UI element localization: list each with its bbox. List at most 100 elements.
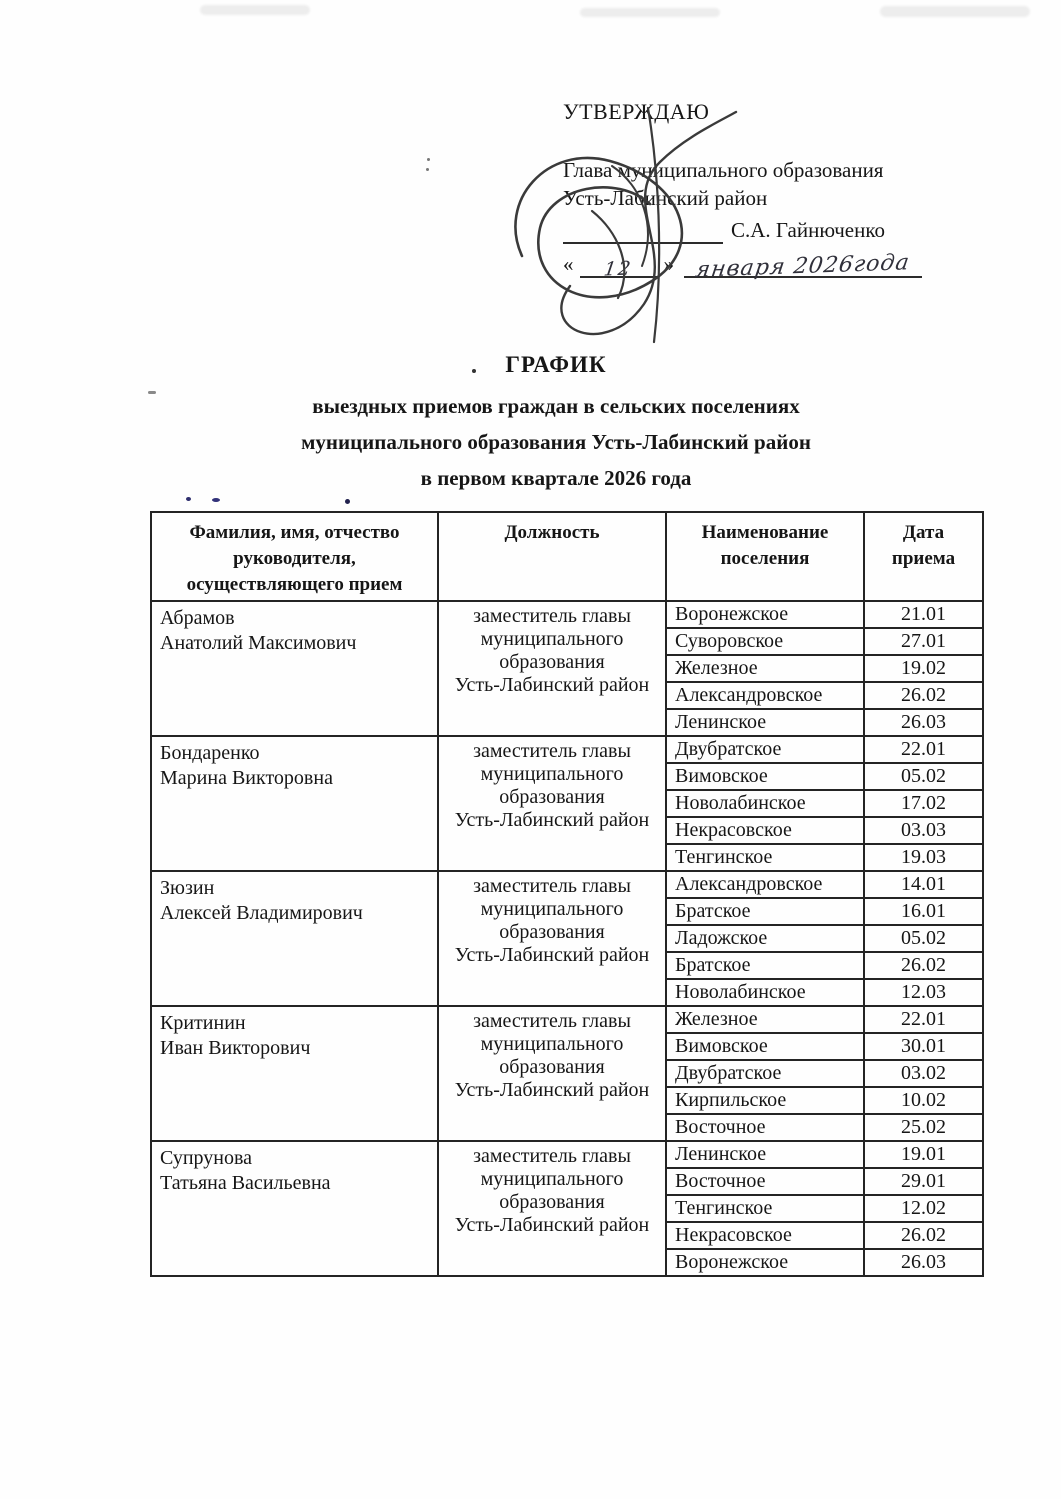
ink-speck [345, 499, 350, 504]
name-line: Анатолий Максимович [160, 632, 357, 654]
name-cell: Критинин Иван Викторович [150, 1005, 439, 1142]
table-row: Ладожское 05.02 [151, 924, 984, 953]
settlement-cell: Ленинское [665, 1140, 865, 1169]
header-position-line: Должность [504, 522, 600, 543]
name-cell: Супрунова Татьяна Васильевна [150, 1140, 439, 1277]
date-cell: 19.01 [863, 1140, 984, 1169]
name-line: Критинин [160, 1012, 246, 1034]
date-cell: 19.02 [863, 654, 984, 683]
scan-smudge [200, 5, 310, 15]
date-cell: 19.03 [863, 843, 984, 872]
date-row: « 12 » января 2026года [563, 250, 963, 283]
settlement-cell: Некрасовское [665, 1221, 865, 1250]
table-row: Супрунова Татьяна Васильевна заместитель… [150, 1140, 984, 1277]
settlement-cell: Кирпильское [665, 1086, 865, 1115]
date-cell: 21.01 [863, 600, 984, 629]
name-line: Татьяна Васильевна [160, 1172, 331, 1194]
table-row: Братское 16.01 [151, 897, 984, 926]
table-row: Александровское 26.02 [151, 681, 984, 710]
table-row: Двубратское 03.02 [151, 1059, 984, 1088]
position-line: заместитель главы [473, 1010, 631, 1032]
quote-close: » [663, 252, 675, 276]
position-cell: заместитель главы муниципального образов… [437, 735, 667, 872]
table-row: Тенгинское 19.03 [151, 843, 984, 872]
name-line: Абрамов [160, 607, 235, 629]
scan-smudge [880, 6, 1030, 17]
table-row: Новолабинское 17.02 [151, 789, 984, 818]
table-row: Восточное 25.02 [151, 1113, 984, 1142]
date-cell: 12.02 [863, 1194, 984, 1223]
table-row: Абрамов Анатолий Максимович заместитель … [150, 600, 984, 737]
handwritten-date: января 2026года [694, 250, 912, 283]
signature-line [563, 220, 723, 244]
settlement-cell: Тенгинское [665, 1194, 865, 1223]
row-group-zyuzin: Зюзин Алексей Владимирович заместитель г… [150, 870, 984, 1007]
header-name-line: Фамилия, имя, отчество [189, 522, 400, 543]
settlement-cell: Ладожское [665, 924, 865, 953]
date-cell: 16.01 [863, 897, 984, 926]
row-group-abramov: Абрамов Анатолий Максимович заместитель … [150, 600, 984, 737]
signatory-name: С.А. Гайнюченко [731, 218, 885, 242]
settlement-cell: Воронежское [665, 600, 865, 629]
ink-speck [148, 391, 156, 394]
position-line: заместитель главы [473, 1145, 631, 1167]
settlement-cell: Двубратское [665, 735, 865, 764]
table-row: Критинин Иван Викторович заместитель гла… [150, 1005, 984, 1142]
name-line: Алексей Владимирович [160, 902, 363, 924]
date-cell: 03.02 [863, 1059, 984, 1088]
position-line: муниципального [480, 628, 624, 650]
header-name-line: руководителя, [233, 548, 356, 569]
position-line: Усть-Лабинский район [454, 809, 650, 831]
position-line: образования [499, 1056, 605, 1078]
date-line: января 2026года [684, 250, 922, 283]
table-row: Суворовское 27.01 [151, 627, 984, 656]
header-name-line: осуществляющего прием [186, 574, 403, 595]
position-line: заместитель главы [473, 605, 631, 627]
position-line: образования [499, 786, 605, 808]
position-line: муниципального [480, 1033, 624, 1055]
handwritten-day: 12 [602, 257, 635, 281]
ink-speck [472, 369, 476, 373]
settlement-cell: Двубратское [665, 1059, 865, 1088]
header-position: Должность [437, 511, 667, 602]
settlement-cell: Вимовское [665, 762, 865, 791]
settlement-cell: Суворовское [665, 627, 865, 656]
approve-label: УТВЕРЖДАЮ [563, 99, 710, 124]
table-row: Тенгинское 12.02 [151, 1194, 984, 1223]
settlement-cell: Тенгинское [665, 843, 865, 872]
header-date-line: приема [891, 548, 956, 569]
name-line: Бондаренко [160, 742, 260, 764]
settlement-cell: Братское [665, 897, 865, 926]
position-line: муниципального [480, 1168, 624, 1190]
settlement-cell: Железное [665, 1005, 865, 1034]
approval-block: УТВЕРЖДАЮ Глава муниципального образован… [563, 98, 963, 283]
name-line: Иван Викторович [160, 1037, 311, 1059]
approval-org-line1: Глава муниципального образования [563, 158, 884, 182]
header-date-line: Дата [902, 522, 945, 543]
name-cell: Зюзин Алексей Владимирович [150, 870, 439, 1007]
position-line: муниципального [480, 763, 624, 785]
name-cell: Бондаренко Марина Викторовна [150, 735, 439, 872]
row-group-kritinin: Критинин Иван Викторович заместитель гла… [150, 1005, 984, 1142]
schedule-table: Фамилия, имя, отчество руководителя, осу… [150, 511, 984, 1277]
quote-open: « [563, 252, 574, 276]
position-cell: заместитель главы муниципального образов… [437, 870, 667, 1007]
date-cell: 03.03 [863, 816, 984, 845]
name-line: Зюзин [160, 877, 215, 899]
position-cell: заместитель главы муниципального образов… [437, 1005, 667, 1142]
settlement-cell: Вимовское [665, 1032, 865, 1061]
date-cell: 26.02 [863, 951, 984, 980]
title-line-2: выездных приемов граждан в сельских посе… [312, 394, 800, 418]
table-row: Братское 26.02 [151, 951, 984, 980]
position-line: образования [499, 921, 605, 943]
settlement-cell: Восточное [665, 1167, 865, 1196]
table-row: Кирпильское 10.02 [151, 1086, 984, 1115]
name-line: Марина Викторовна [160, 767, 333, 789]
table-row: Железное 19.02 [151, 654, 984, 683]
header-settlement-line: поселения [720, 548, 810, 569]
settlement-cell: Некрасовское [665, 816, 865, 845]
header-name: Фамилия, имя, отчество руководителя, осу… [150, 511, 439, 602]
date-cell: 27.01 [863, 627, 984, 656]
header-row: Фамилия, имя, отчество руководителя, осу… [150, 511, 984, 602]
row-group-suprunova: Супрунова Татьяна Васильевна заместитель… [150, 1140, 984, 1277]
